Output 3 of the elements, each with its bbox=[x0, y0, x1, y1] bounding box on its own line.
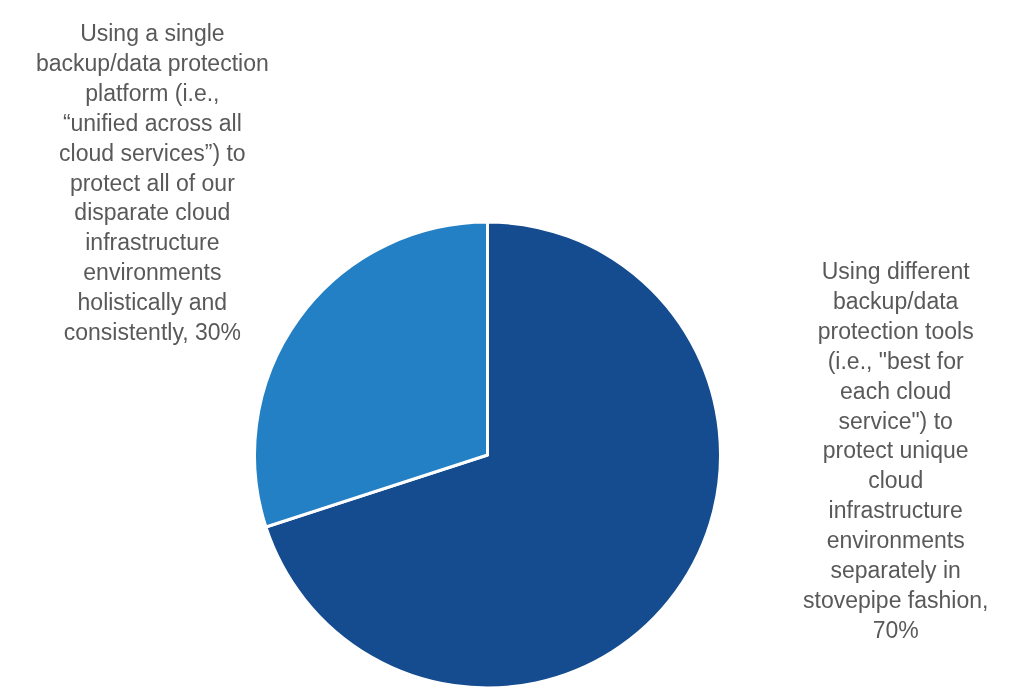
category-label: Using different backup/data protection tools (i.e., "best for each cloud service") to protect unique cloud infrastructure environments separately in stovepipe fashion, bbox=[803, 258, 989, 613]
text: 70% bbox=[872, 616, 919, 643]
category-label: Using a single backup/data protection platform (i.e., “unified across all cloud services”) to protect all of our disparate cloud infrastructure environments holistically and consistently, 30% bbox=[36, 20, 269, 345]
